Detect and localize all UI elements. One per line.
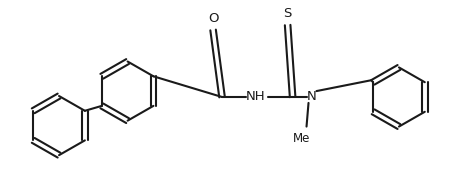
Text: Me: Me [293,132,310,145]
Text: O: O [208,12,218,25]
Text: S: S [284,7,292,20]
Text: N: N [306,89,316,102]
Text: NH: NH [246,89,266,102]
